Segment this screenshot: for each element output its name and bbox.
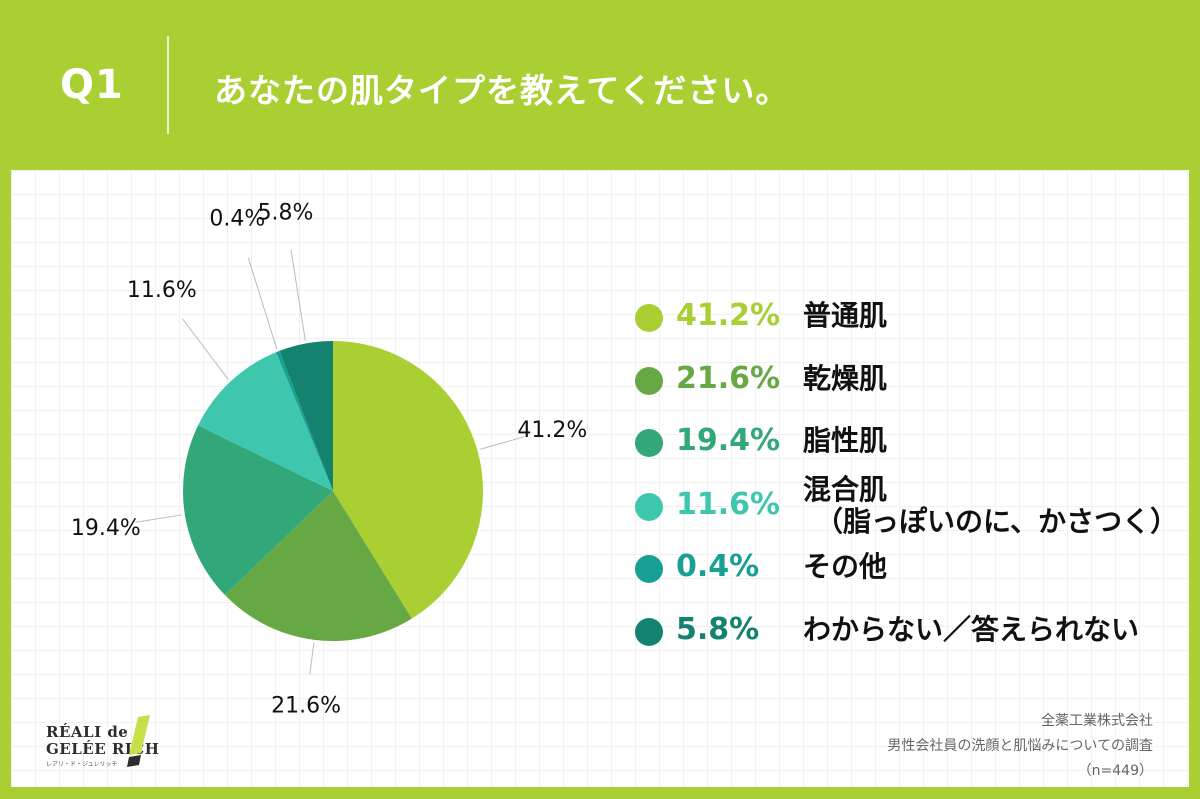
legend-dot	[635, 493, 663, 521]
slice-value-label: 0.4%	[209, 206, 265, 231]
slice-unknown	[279, 341, 333, 491]
source-survey: 男性会社員の洗顔と肌悩みについての調査	[887, 738, 1153, 754]
brand-logo: RÉALI de GELÉE RICH レアリ・ド・ジュレリッチ	[46, 713, 166, 773]
legend-dot	[635, 555, 663, 583]
slice-combination	[198, 352, 333, 491]
source-sample-size: （n=449）	[1077, 763, 1153, 779]
legend-label: 脂性肌	[803, 424, 888, 457]
slice-oily	[183, 425, 333, 596]
legend-percent: 19.4%	[676, 423, 781, 458]
slice-value-label: 21.6%	[271, 693, 341, 718]
legend-dot	[635, 304, 663, 332]
legend-percent: 21.6%	[676, 361, 781, 396]
legend-label: その他	[803, 550, 888, 583]
chart-card: 41.2% 21.6% 19.4% 11.6% 0.4% 5.8% 41.2% 普通肌 2…	[11, 170, 1189, 787]
legend-label: 混合肌	[803, 473, 888, 506]
leader-line	[135, 514, 182, 523]
legend-dot	[635, 618, 663, 646]
legend-dot	[635, 367, 663, 395]
logo-mark-icon	[127, 715, 150, 767]
slice-normal	[333, 341, 484, 619]
legend-dot	[635, 429, 663, 457]
legend-percent: 11.6%	[676, 487, 781, 522]
leader-line	[290, 249, 306, 341]
leader-line	[247, 257, 278, 349]
legend-label: わからない／答えられない	[803, 613, 1140, 646]
question-text: あなたの肌タイプを教えてください。	[214, 71, 790, 110]
slice-other	[276, 350, 333, 491]
slice-value-label: 41.2%	[517, 418, 587, 443]
pie-chart: 41.2% 21.6% 19.4% 11.6% 0.4%5.8%	[71, 200, 587, 718]
legend-percent: 41.2%	[676, 298, 781, 333]
legend-percent: 5.8%	[676, 612, 760, 647]
question-number: Q1	[60, 62, 124, 108]
source-company: 全薬工業株式会社	[1041, 713, 1153, 729]
header-divider	[167, 36, 169, 134]
logo-subtext: レアリ・ド・ジュレリッチ	[46, 761, 118, 768]
leader-line	[182, 318, 229, 380]
legend-label: 乾燥肌	[803, 362, 888, 395]
leader-line	[480, 436, 524, 450]
leader-line	[309, 642, 315, 675]
slice-value-label: 5.8%	[258, 200, 314, 225]
legend-percent: 0.4%	[676, 549, 760, 584]
header: Q1 あなたの肌タイプを教えてください。	[0, 0, 1200, 170]
slice-value-label: 19.4%	[71, 516, 141, 541]
slice-value-label: 11.6%	[127, 278, 197, 303]
logo-text-line1: RÉALI de	[46, 723, 129, 741]
legend-label: 普通肌	[803, 299, 888, 332]
legend-sublabel: （脂っぽいのに、かさつく）	[815, 505, 1179, 538]
slice-dry	[224, 491, 412, 641]
